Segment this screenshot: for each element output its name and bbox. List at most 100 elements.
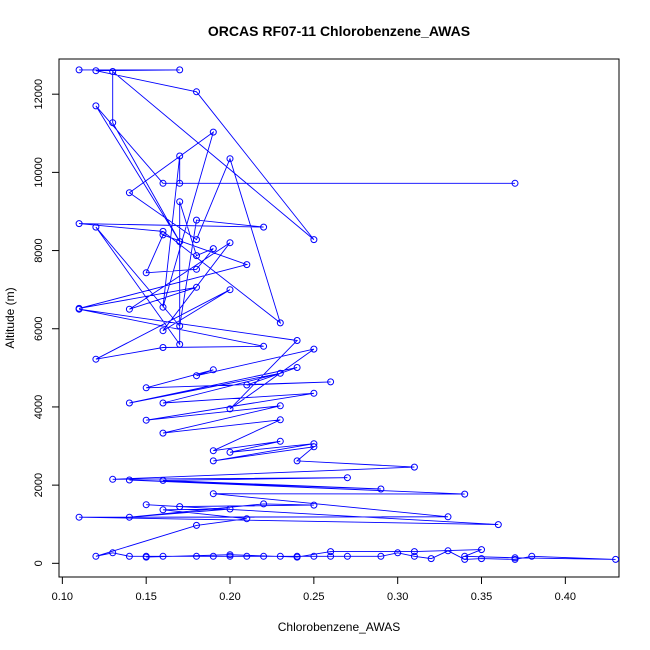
data-point (159, 327, 167, 335)
chart-title: ORCAS RF07-11 Chlorobenzene_AWAS (208, 23, 470, 39)
data-point (176, 179, 184, 187)
x-tick-label: 0.30 (387, 591, 408, 603)
x-tick-label: 0.15 (135, 591, 156, 603)
x-tick-label: 0.10 (52, 591, 73, 603)
y-tick-label: 8000 (33, 238, 45, 262)
y-axis-label: Altitude (m) (3, 287, 17, 348)
y-tick-label: 4000 (33, 395, 45, 419)
data-point (125, 552, 133, 560)
data-point (276, 319, 284, 327)
data-point (260, 552, 268, 560)
data-point (142, 384, 150, 392)
y-tick-label: 6000 (33, 317, 45, 341)
x-axis-label: Chlorobenzene_AWAS (278, 620, 401, 634)
y-tick-label: 10000 (33, 157, 45, 188)
data-point (159, 399, 167, 407)
data-point (226, 239, 234, 247)
data-point (310, 443, 318, 451)
data-point (159, 552, 167, 560)
data-point (209, 447, 217, 455)
data-point (343, 552, 351, 560)
x-axis: 0.10 0.15 0.20 0.25 0.30 0.35 0.40 (52, 576, 576, 603)
data-point (176, 198, 184, 206)
data-point (410, 552, 418, 560)
data-point (125, 189, 133, 197)
data-point (209, 490, 217, 498)
data-point (226, 551, 234, 559)
data-point (159, 476, 167, 484)
x-tick-label: 0.20 (219, 591, 240, 603)
y-tick-label: 0 (33, 560, 45, 566)
data-point (209, 245, 217, 253)
data-point (310, 440, 318, 448)
data-point (310, 236, 318, 244)
data-point (243, 381, 251, 389)
data-point (226, 155, 234, 163)
data-point (193, 283, 200, 291)
data-point (243, 261, 251, 269)
y-axis: 0 2000 4000 6000 8000 10000 12000 (33, 79, 60, 566)
data-point (142, 269, 150, 277)
data-point (176, 66, 184, 74)
data-point (226, 286, 234, 294)
data-point (92, 67, 100, 75)
data-point (478, 555, 485, 563)
data-point (243, 515, 251, 523)
data-point (310, 389, 318, 397)
data-point (92, 552, 100, 560)
data-point (125, 476, 133, 484)
data-point (193, 88, 200, 96)
data-point (193, 552, 200, 560)
data-point (176, 322, 184, 330)
data-point (444, 547, 452, 555)
data-point (109, 475, 117, 483)
data-point (193, 372, 200, 380)
x-tick-label: 0.25 (303, 591, 324, 603)
data-point (92, 355, 100, 363)
data-point (125, 513, 133, 521)
data-point (478, 546, 485, 554)
data-point (226, 448, 234, 456)
data-point (293, 364, 301, 371)
data-point (327, 552, 335, 560)
data-point (176, 503, 184, 511)
data-point (159, 344, 167, 351)
data-point (377, 552, 385, 560)
data-point (327, 548, 335, 556)
data-point (159, 227, 167, 235)
data-point (310, 552, 318, 560)
data-point (394, 549, 402, 557)
x-tick-label: 0.35 (471, 591, 492, 603)
data-point (243, 552, 251, 560)
data-point (226, 505, 234, 513)
data-point (75, 66, 83, 74)
data-point (276, 402, 284, 410)
series-points (75, 66, 620, 563)
data-point (193, 265, 200, 273)
data-point (75, 305, 83, 313)
data-point (159, 303, 167, 311)
data-point (511, 179, 519, 187)
data-point (260, 500, 268, 508)
data-point (276, 369, 284, 377)
data-point (142, 501, 150, 509)
data-point (176, 238, 184, 246)
data-point (176, 152, 184, 160)
data-point (125, 305, 133, 313)
data-point (75, 513, 83, 521)
data-point (276, 437, 284, 445)
data-point (159, 429, 167, 437)
data-point (310, 501, 318, 509)
data-point (125, 399, 133, 407)
data-point (159, 179, 167, 187)
data-point (209, 366, 217, 374)
data-point (193, 521, 200, 529)
x-tick-label: 0.40 (555, 591, 576, 603)
data-point (193, 236, 200, 244)
data-point (142, 416, 150, 424)
data-point (193, 216, 200, 224)
data-point (461, 552, 469, 560)
y-tick-label: 2000 (33, 473, 45, 497)
data-point (293, 337, 301, 344)
